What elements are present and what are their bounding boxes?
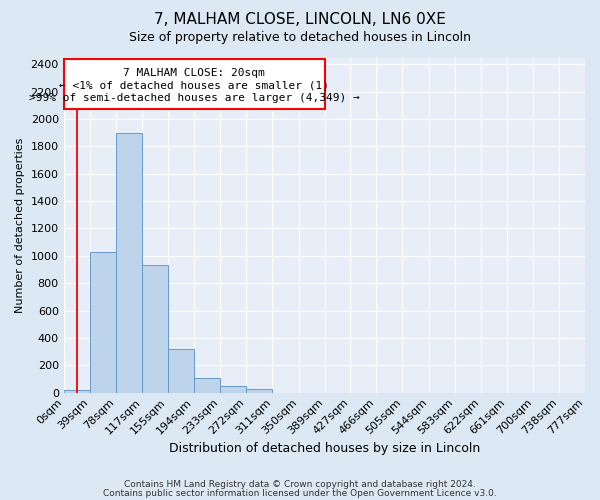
Text: >99% of semi-detached houses are larger (4,349) →: >99% of semi-detached houses are larger …	[29, 94, 359, 104]
Text: Size of property relative to detached houses in Lincoln: Size of property relative to detached ho…	[129, 31, 471, 44]
Bar	[246, 389, 272, 392]
Bar	[64, 390, 90, 392]
X-axis label: Distribution of detached houses by size in Lincoln: Distribution of detached houses by size …	[169, 442, 480, 455]
Text: 7 MALHAM CLOSE: 20sqm: 7 MALHAM CLOSE: 20sqm	[123, 68, 265, 78]
Bar	[194, 378, 220, 392]
Text: Contains HM Land Registry data © Crown copyright and database right 2024.: Contains HM Land Registry data © Crown c…	[124, 480, 476, 489]
Y-axis label: Number of detached properties: Number of detached properties	[15, 138, 25, 312]
Bar	[167, 349, 194, 393]
Text: 7, MALHAM CLOSE, LINCOLN, LN6 0XE: 7, MALHAM CLOSE, LINCOLN, LN6 0XE	[154, 12, 446, 28]
Text: ← <1% of detached houses are smaller (1): ← <1% of detached houses are smaller (1)	[59, 80, 329, 90]
Bar	[142, 266, 167, 392]
FancyBboxPatch shape	[64, 59, 325, 110]
Bar	[220, 386, 246, 392]
Bar	[116, 132, 142, 392]
Text: Contains public sector information licensed under the Open Government Licence v3: Contains public sector information licen…	[103, 488, 497, 498]
Bar	[90, 252, 116, 392]
